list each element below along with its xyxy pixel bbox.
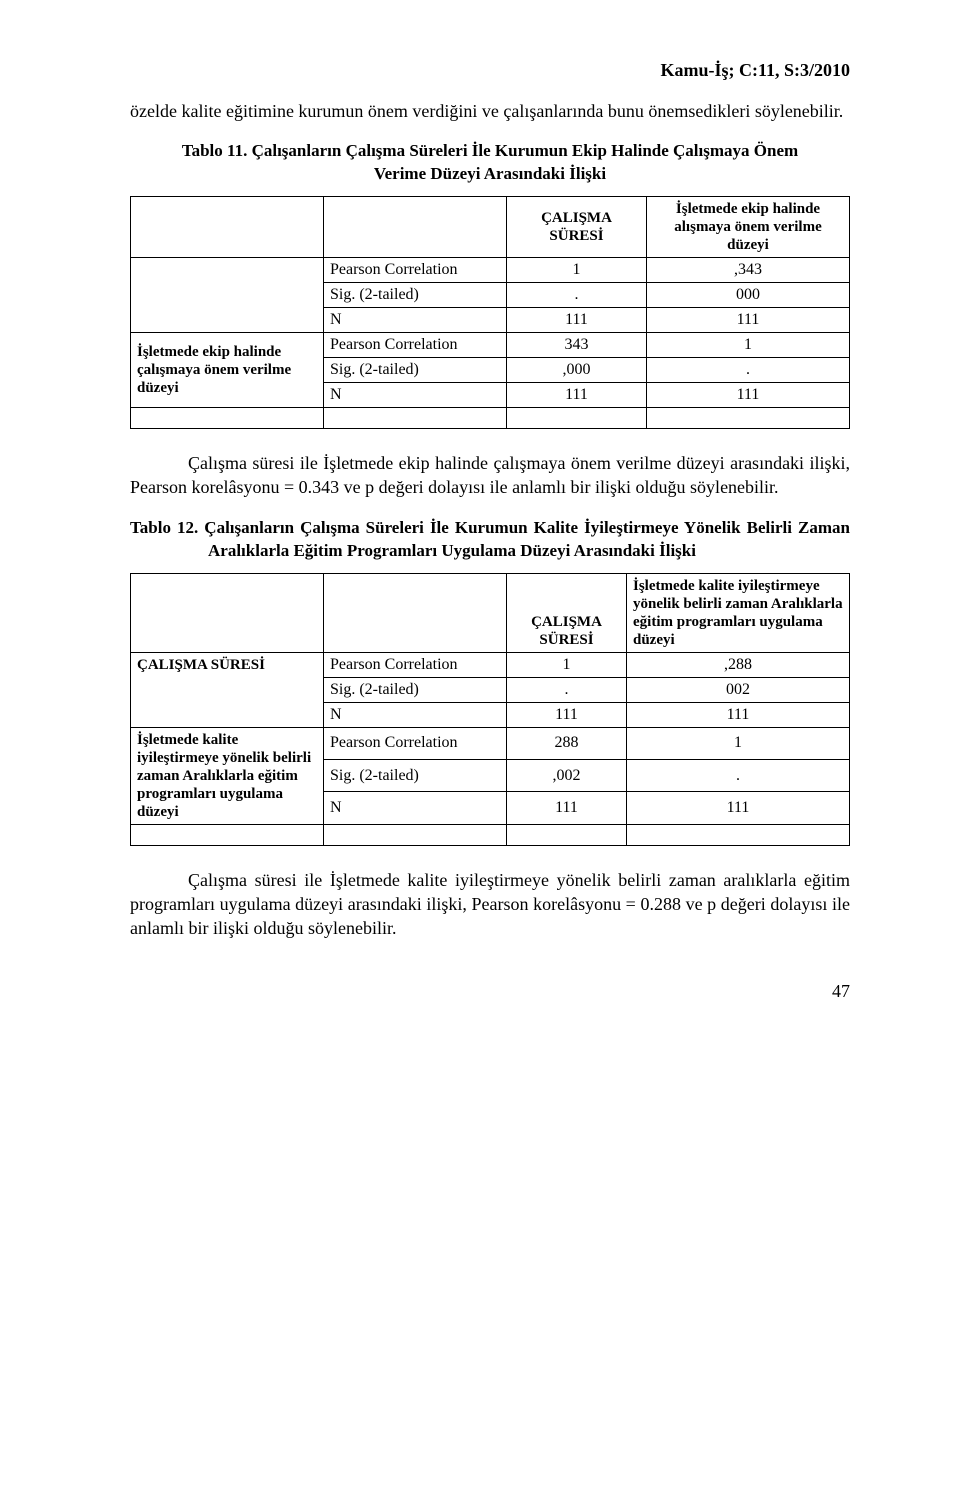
table-12: ÇALIŞMA SÜRESİ İşletmede kalite iyileşti…	[130, 573, 850, 846]
t12-r4-stat: Pearson Correlation	[324, 727, 507, 759]
t12-r2-v2: 002	[627, 677, 850, 702]
t12-header-row: ÇALIŞMA SÜRESİ İşletmede kalite iyileşti…	[131, 573, 850, 652]
t11-r4-v1: 343	[507, 333, 647, 358]
t12-r4-v1: 288	[507, 727, 627, 759]
table11-caption: Tablo 11. Çalışanların Çalışma Süreleri …	[130, 140, 850, 186]
t11-r6-v1: 111	[507, 383, 647, 408]
t11-r3-stat: N	[324, 308, 507, 333]
t11-r5-v1: ,000	[507, 358, 647, 383]
t12-hdr2: İşletmede kalite iyileştirmeye yönelik b…	[627, 573, 850, 652]
t11-r2-stat: Sig. (2-tailed)	[324, 283, 507, 308]
t12-rowlabel-top: ÇALIŞMA SÜRESİ	[131, 652, 324, 727]
t11-r2-v1: .	[507, 283, 647, 308]
t11-rowlabel: İşletmede ekip halinde çalışmaya önem ve…	[131, 333, 324, 408]
t11-r4: İşletmede ekip halinde çalışmaya önem ve…	[131, 333, 850, 358]
t12-r6-v2: 111	[627, 792, 850, 824]
t12-empty	[131, 824, 850, 845]
para-after-t11: Çalışma süresi ile İşletmede ekip halind…	[130, 451, 850, 500]
t11-r1-stat: Pearson Correlation	[324, 258, 507, 283]
t12-r1-v1: 1	[507, 652, 627, 677]
t11-r1-v2: ,343	[647, 258, 850, 283]
para-after-t12: Çalışma süresi ile İşletmede kalite iyil…	[130, 868, 850, 941]
table12-caption: Tablo 12. Çalışanların Çalışma Süreleri …	[130, 517, 850, 563]
page-number: 47	[130, 981, 850, 1002]
t12-r5-stat: Sig. (2-tailed)	[324, 759, 507, 791]
journal-header: Kamu-İş; C:11, S:3/2010	[130, 60, 850, 81]
t12-r6-stat: N	[324, 792, 507, 824]
t11-r4-v2: 1	[647, 333, 850, 358]
t12-r4: İşletmede kalite iyileştirmeye yönelik b…	[131, 727, 850, 759]
t11-hdr1: ÇALIŞMA SÜRESİ	[507, 197, 647, 258]
t11-r3-v2: 111	[647, 308, 850, 333]
t12-r6-v1: 111	[507, 792, 627, 824]
table-11: ÇALIŞMA SÜRESİ İşletmede ekip halinde al…	[130, 196, 850, 429]
t12-r3-v2: 111	[627, 702, 850, 727]
t12-r3-stat: N	[324, 702, 507, 727]
intro-paragraph: özelde kalite eğitimine kurumun önem ver…	[130, 99, 850, 123]
t11-header-row: ÇALIŞMA SÜRESİ İşletmede ekip halinde al…	[131, 197, 850, 258]
t11-r2-v2: 000	[647, 283, 850, 308]
t11-r6-stat: N	[324, 383, 507, 408]
t12-r1-v2: ,288	[627, 652, 850, 677]
t12-r2-v1: .	[507, 677, 627, 702]
t12-r3-v1: 111	[507, 702, 627, 727]
t12-hdr1: ÇALIŞMA SÜRESİ	[507, 573, 627, 652]
t12-r4-v2: 1	[627, 727, 850, 759]
t11-r3-v1: 111	[507, 308, 647, 333]
t12-r5-v1: ,002	[507, 759, 627, 791]
t12-r5-v2: .	[627, 759, 850, 791]
t11-r5-stat: Sig. (2-tailed)	[324, 358, 507, 383]
t12-r2-stat: Sig. (2-tailed)	[324, 677, 507, 702]
t11-r5-v2: .	[647, 358, 850, 383]
t11-r1: Pearson Correlation 1 ,343	[131, 258, 850, 283]
t11-hdr2: İşletmede ekip halinde alışmaya önem ver…	[647, 197, 850, 258]
t12-rowlabel-bot: İşletmede kalite iyileştirmeye yönelik b…	[131, 727, 324, 824]
t11-r4-stat: Pearson Correlation	[324, 333, 507, 358]
t11-empty	[131, 408, 850, 429]
t11-r6-v2: 111	[647, 383, 850, 408]
t12-r1-stat: Pearson Correlation	[324, 652, 507, 677]
t12-r1: ÇALIŞMA SÜRESİ Pearson Correlation 1 ,28…	[131, 652, 850, 677]
t11-r1-v1: 1	[507, 258, 647, 283]
